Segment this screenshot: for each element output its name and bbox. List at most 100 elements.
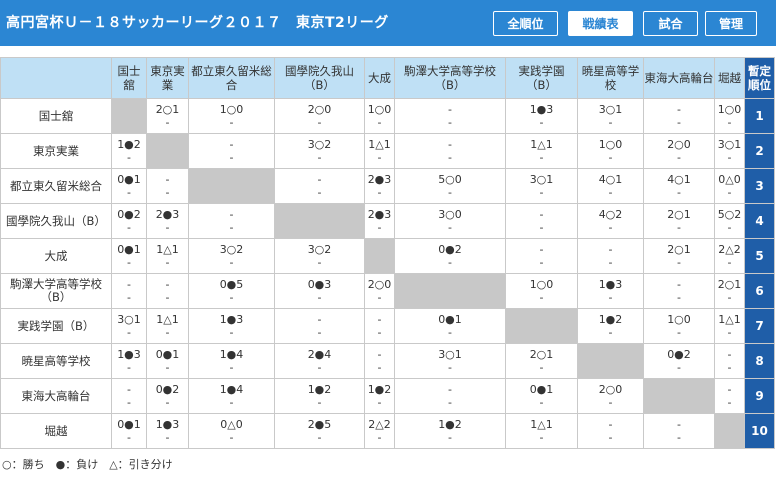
result-cell[interactable]: 1●2- <box>577 308 644 344</box>
result-cell[interactable]: 0●2- <box>111 203 147 239</box>
result-cell[interactable]: 2●3- <box>364 203 395 239</box>
result-cell[interactable]: 1△1- <box>505 413 578 449</box>
result-cell[interactable]: 3○2- <box>274 238 365 274</box>
result-cell[interactable]: 1●4- <box>188 378 275 414</box>
nav-admin-button[interactable]: 管理 <box>705 11 757 36</box>
result-cell[interactable]: 2△2- <box>714 238 745 274</box>
result-cell[interactable]: -- <box>188 133 275 169</box>
result-cell[interactable]: 1○0- <box>577 133 644 169</box>
result-cell[interactable]: 2○0- <box>274 98 365 134</box>
result-cell[interactable]: -- <box>394 378 506 414</box>
result-cell[interactable]: 0●1- <box>111 238 147 274</box>
result-cell[interactable]: 0△0- <box>714 168 745 204</box>
result-cell[interactable]: 0●3- <box>274 273 365 309</box>
nav-all-standings-button[interactable]: 全順位 <box>493 11 558 36</box>
result-cell[interactable]: 4○1- <box>643 168 715 204</box>
result-cell[interactable]: 4○1- <box>577 168 644 204</box>
result-cell[interactable]: 2●3- <box>146 203 189 239</box>
result-cell[interactable]: 1●3- <box>111 343 147 379</box>
result-cell[interactable]: -- <box>643 98 715 134</box>
result-cell[interactable]: -- <box>188 203 275 239</box>
row-team-name: 國學院久我山（B） <box>0 203 112 239</box>
result-cell[interactable]: 3○2- <box>188 238 275 274</box>
result-cell[interactable]: -- <box>714 378 745 414</box>
result-cell[interactable]: -- <box>146 273 189 309</box>
result-cell[interactable]: 3○1- <box>394 343 506 379</box>
result-cell[interactable]: 3○2- <box>274 133 365 169</box>
result-cell[interactable]: 1●3- <box>188 308 275 344</box>
result-cell[interactable]: 3○1- <box>714 133 745 169</box>
result-cell[interactable]: 0●1- <box>111 413 147 449</box>
result-cell[interactable]: 3○0- <box>394 203 506 239</box>
result-cell[interactable]: 1○0- <box>364 98 395 134</box>
result-cell[interactable]: -- <box>364 308 395 344</box>
result-cell[interactable]: 1●2- <box>274 378 365 414</box>
result-cell[interactable]: 0●1- <box>394 308 506 344</box>
result-cell[interactable]: -- <box>577 413 644 449</box>
result-cell[interactable]: -- <box>394 133 506 169</box>
result-cell[interactable]: 3○1- <box>577 98 644 134</box>
result-cell[interactable]: -- <box>643 273 715 309</box>
result-cell[interactable]: -- <box>274 308 365 344</box>
result-cell[interactable]: 2●5- <box>274 413 365 449</box>
result-cell[interactable]: 1●2- <box>364 378 395 414</box>
result-cell[interactable]: 2●3- <box>364 168 395 204</box>
result-cell[interactable]: 0●1- <box>146 343 189 379</box>
result-cell[interactable]: 1○0- <box>714 98 745 134</box>
result-cell[interactable]: -- <box>146 168 189 204</box>
result-cell[interactable]: 5○0- <box>394 168 506 204</box>
first-leg-result: 4○2 <box>598 208 623 221</box>
result-cell[interactable]: 2○1- <box>643 203 715 239</box>
result-cell[interactable]: 0△0- <box>188 413 275 449</box>
nav-matches-button[interactable]: 試合 <box>643 11 698 36</box>
result-cell[interactable]: 2○0- <box>364 273 395 309</box>
result-cell[interactable]: 1△1- <box>146 238 189 274</box>
result-cell[interactable]: 1●3- <box>146 413 189 449</box>
result-cell[interactable]: 0●2- <box>643 343 715 379</box>
result-cell[interactable]: -- <box>577 238 644 274</box>
result-cell[interactable]: 1●3- <box>505 98 578 134</box>
result-cell[interactable]: 1●2- <box>394 413 506 449</box>
result-cell[interactable]: 0●2- <box>394 238 506 274</box>
result-cell[interactable]: 0●1- <box>505 378 578 414</box>
result-cell[interactable]: 1●2- <box>111 133 147 169</box>
result-cell[interactable]: 5○2- <box>714 203 745 239</box>
result-cell[interactable]: 1△1- <box>146 308 189 344</box>
result-cell[interactable]: -- <box>643 413 715 449</box>
result-cell[interactable]: 1○0- <box>643 308 715 344</box>
result-cell[interactable]: -- <box>394 98 506 134</box>
result-cell[interactable]: 0●2- <box>146 378 189 414</box>
result-cell[interactable]: 2△2- <box>364 413 395 449</box>
result-cell[interactable]: -- <box>505 238 578 274</box>
result-cell[interactable]: -- <box>505 203 578 239</box>
result-cell[interactable]: 2○0- <box>643 133 715 169</box>
result-cell[interactable]: 1●4- <box>188 343 275 379</box>
result-cell[interactable]: 2○1- <box>643 238 715 274</box>
result-cell[interactable]: -- <box>364 343 395 379</box>
first-leg-result: 2●3 <box>367 173 392 186</box>
result-cell[interactable]: 1△1- <box>505 133 578 169</box>
result-cell[interactable]: 2○1- <box>146 98 189 134</box>
second-leg-result: - <box>539 221 544 234</box>
result-cell[interactable]: -- <box>111 378 147 414</box>
result-cell[interactable]: -- <box>111 273 147 309</box>
result-cell[interactable]: 3○1- <box>505 168 578 204</box>
result-cell[interactable]: 2○1- <box>714 273 745 309</box>
first-leg-result: 0●1 <box>117 418 141 431</box>
result-cell[interactable]: 1△1- <box>714 308 745 344</box>
result-cell[interactable]: -- <box>274 168 365 204</box>
result-cell[interactable]: 3○1- <box>111 308 147 344</box>
result-cell[interactable]: 2○1- <box>505 343 578 379</box>
result-cell[interactable]: 1○0- <box>188 98 275 134</box>
result-cell[interactable]: 1●3- <box>577 273 644 309</box>
result-cell[interactable]: 1△1- <box>364 133 395 169</box>
result-cell[interactable]: 0●5- <box>188 273 275 309</box>
result-cell[interactable]: 0●1- <box>111 168 147 204</box>
result-cell[interactable]: -- <box>714 343 745 379</box>
second-leg-result: - <box>127 291 131 304</box>
result-cell[interactable]: 2○0- <box>577 378 644 414</box>
result-cell[interactable]: 4○2- <box>577 203 644 239</box>
result-cell[interactable]: 2●4- <box>274 343 365 379</box>
nav-results-table-button[interactable]: 戦績表 <box>568 11 633 36</box>
result-cell[interactable]: 1○0- <box>505 273 578 309</box>
